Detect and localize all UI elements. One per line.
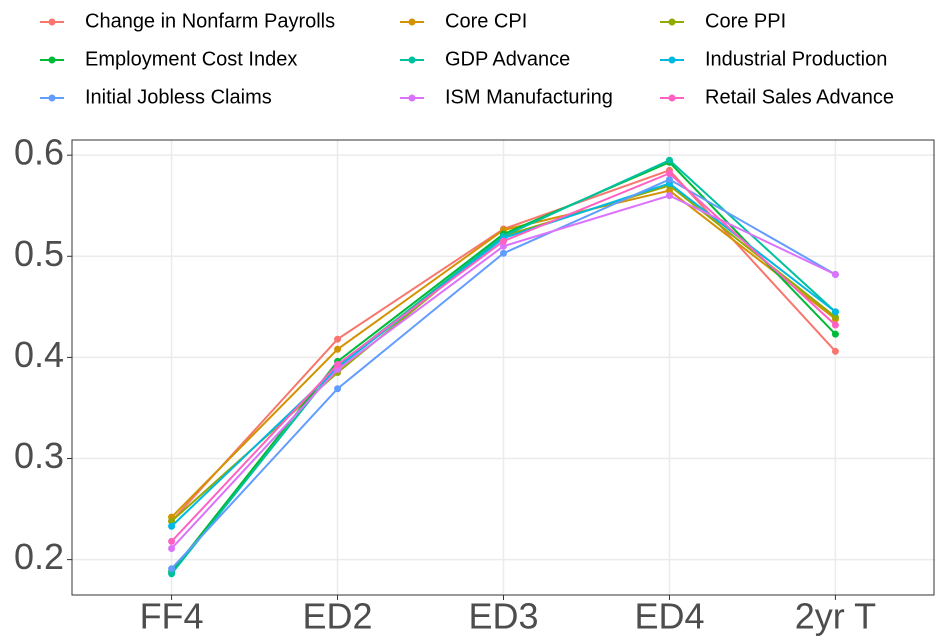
legend-label: Retail Sales Advance	[705, 86, 894, 108]
data-point	[168, 522, 176, 530]
x-tick-label: ED2	[303, 596, 373, 637]
data-point	[831, 321, 839, 329]
y-tick-label: 0.3	[14, 435, 64, 476]
data-point	[334, 385, 342, 393]
data-point	[831, 330, 839, 338]
y-tick-label: 0.4	[14, 334, 64, 375]
data-point	[168, 570, 176, 578]
data-point	[500, 249, 507, 257]
x-tick-label: 2yr T	[795, 596, 876, 637]
x-tick-label: ED4	[634, 596, 704, 637]
y-tick-label: 0.6	[14, 132, 64, 173]
data-point	[665, 169, 673, 177]
x-tick-label: FF4	[140, 596, 204, 637]
legend-label: Change in Nonfarm Payrolls	[85, 10, 335, 32]
data-point	[665, 192, 673, 200]
data-point	[168, 565, 176, 573]
legend-key-point	[48, 18, 56, 26]
legend-key-point	[48, 94, 56, 102]
legend-key-point	[408, 56, 416, 64]
data-point	[665, 175, 673, 183]
legend-key-point	[408, 94, 416, 102]
data-point	[168, 544, 176, 552]
data-point	[831, 313, 839, 321]
data-point	[500, 242, 507, 250]
data-point	[334, 335, 342, 343]
legend-label: Industrial Production	[705, 48, 887, 70]
legend-key-point	[668, 94, 676, 102]
legend-key-point	[668, 18, 676, 26]
data-point	[500, 237, 507, 245]
legend-label: GDP Advance	[445, 48, 570, 70]
data-point	[334, 360, 342, 368]
legend-key-point	[408, 18, 416, 26]
legend-label: Core CPI	[445, 10, 527, 32]
y-tick-label: 0.2	[14, 536, 64, 577]
legend-key-point	[48, 56, 56, 64]
data-point	[831, 270, 839, 278]
y-tick-label: 0.5	[14, 233, 64, 274]
legend-label: ISM Manufacturing	[445, 86, 613, 108]
data-point	[334, 345, 342, 353]
legend-label: Initial Jobless Claims	[85, 86, 272, 108]
data-point	[665, 156, 673, 164]
data-point	[831, 308, 839, 316]
data-point	[665, 187, 673, 195]
data-point	[831, 347, 839, 355]
legend-label: Employment Cost Index	[85, 48, 297, 70]
legend-key-point	[668, 56, 676, 64]
data-point	[168, 517, 176, 525]
data-point	[168, 537, 176, 545]
legend-label: Core PPI	[705, 10, 786, 32]
x-tick-label: ED3	[468, 596, 538, 637]
